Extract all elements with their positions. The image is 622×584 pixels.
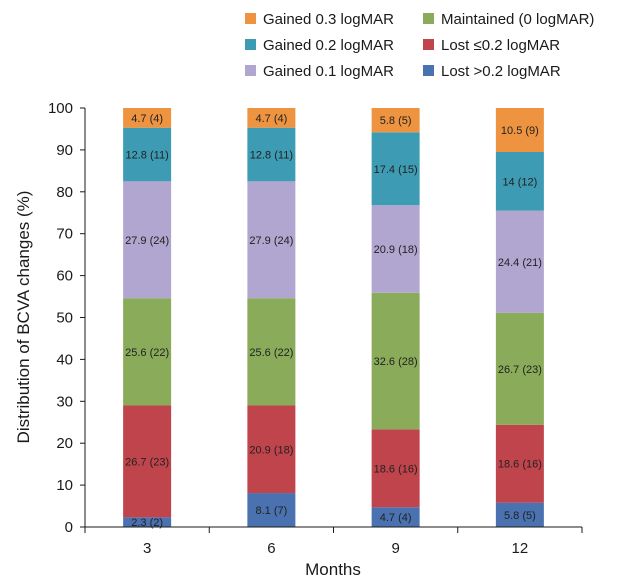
bar-segment [247,405,296,494]
legend-item: Maintained (0 logMAR) [423,11,594,28]
bar-segment [123,127,172,182]
bar-segment [123,181,172,299]
bar-segment-label: 27.9 (24) [125,235,169,247]
legend-label: Gained 0.2 logMAR [263,37,394,54]
bar-segment [247,108,296,128]
legend-swatch [245,65,256,76]
bar-segment-label: 4.7 (4) [380,512,412,524]
bar-segment-label: 14 (12) [502,176,537,188]
y-tick-label: 60 [56,268,73,285]
bar-segment [371,429,420,508]
bar-segment [371,292,420,430]
legend-swatch [245,13,256,24]
y-tick-label: 40 [56,351,73,368]
x-tick-label: 9 [391,540,399,557]
bar-segment-label: 10.5 (9) [501,125,539,137]
bar-segment [495,312,544,425]
bar-segment-label: 18.6 (16) [498,459,542,471]
bar-segment [123,405,172,518]
legend-item: Gained 0.1 logMAR [245,63,394,80]
bar-segment-label: 5.8 (5) [380,115,412,127]
y-tick-label: 10 [56,477,73,494]
y-tick-label: 100 [48,100,73,117]
bar-segment [247,181,296,299]
legend-label: Maintained (0 logMAR) [441,11,594,28]
bar-segment-label: 18.6 (16) [374,463,418,475]
bar-segment-label: 5.8 (5) [504,510,536,522]
bar-segment [123,298,172,406]
y-tick-label: 20 [56,435,73,452]
bar-segment-label: 25.6 (22) [125,347,169,359]
legend-item: Lost ≤0.2 logMAR [423,37,560,54]
bar-segment [371,108,420,133]
legend-item: Lost >0.2 logMAR [423,63,561,80]
bar-segment-label: 8.1 (7) [255,505,287,517]
x-axis: 3 6 9 12 [84,526,583,557]
bar-segment [247,127,296,182]
x-axis-title: Months [305,560,361,579]
legend-label: Lost ≤0.2 logMAR [441,37,560,54]
bar-segment-label: 12.8 (11) [250,150,293,162]
bar-segment [371,507,420,527]
bar-stack: 5.8 (5) 18.6 (16) 26.7 (23) 24.4 (21) 14 (12… [495,108,544,527]
bar-segment [495,210,544,313]
bar-segment-label: 2.3 (2) [131,517,163,529]
bar-segment [247,493,296,527]
bar-segment-label: 32.6 (28) [374,356,418,368]
y-tick-label: 70 [56,226,73,243]
legend: Gained 0.3 logMAR Maintained (0 logMAR) Ga… [245,11,594,80]
y-tick-label: 0 [65,519,73,536]
y-tick-label: 90 [56,142,73,159]
y-tick-label: 50 [56,310,73,327]
bar-segment-label: 20.9 (18) [249,444,293,456]
y-tick-label: 80 [56,184,73,201]
bar-segment-label: 26.7 (23) [125,456,169,468]
bar-segment-label: 17.4 (15) [374,164,418,176]
bar-segment [371,205,420,293]
bar-segment [495,108,544,152]
bar-segment-label: 27.9 (24) [249,235,293,247]
bar-segment [371,132,420,206]
bars: 2.3 (2) 26.7 (23) 25.6 (22) 27.9 (24) 12.8 (… [123,108,544,529]
bar-segment [247,298,296,406]
y-axis: 0 10 20 30 40 50 60 70 80 90 100 [48,100,86,536]
bar-segment-label: 4.7 (4) [255,113,287,125]
x-tick-label: 6 [267,540,275,557]
bar-segment-label: 4.7 (4) [131,113,163,125]
bar-segment-label: 25.6 (22) [249,347,293,359]
bar-segment-label: 12.8 (11) [126,150,169,162]
legend-label: Lost >0.2 logMAR [441,63,561,80]
bar-segment [495,502,544,527]
bar-stack: 8.1 (7) 20.9 (18) 25.6 (22) 27.9 (24) 12.8 (… [247,108,296,527]
x-tick-label: 3 [143,540,151,557]
legend-item: Gained 0.3 logMAR [245,11,394,28]
legend-swatch [245,39,256,50]
y-axis-title: Distribution of BCVA changes (%) [14,191,33,444]
x-tick-label: 12 [512,540,529,557]
bar-segment [123,517,172,527]
bar-segment [495,151,544,211]
legend-swatch [423,65,434,76]
legend-label: Gained 0.3 logMAR [263,11,394,28]
legend-label: Gained 0.1 logMAR [263,63,394,80]
bar-stack: 2.3 (2) 26.7 (23) 25.6 (22) 27.9 (24) 12.8 (… [123,108,172,529]
bar-stack: 4.7 (4) 18.6 (16) 32.6 (28) 20.9 (18) 17.4 (… [371,108,420,527]
legend-item: Gained 0.2 logMAR [245,37,394,54]
bar-segment-label: 24.4 (21) [498,257,542,269]
bar-segment [495,424,544,503]
bar-segment-label: 26.7 (23) [498,364,542,376]
y-tick-label: 30 [56,393,73,410]
bar-segment [123,108,172,128]
legend-swatch [423,13,434,24]
legend-swatch [423,39,434,50]
bar-segment-label: 20.9 (18) [374,244,418,256]
